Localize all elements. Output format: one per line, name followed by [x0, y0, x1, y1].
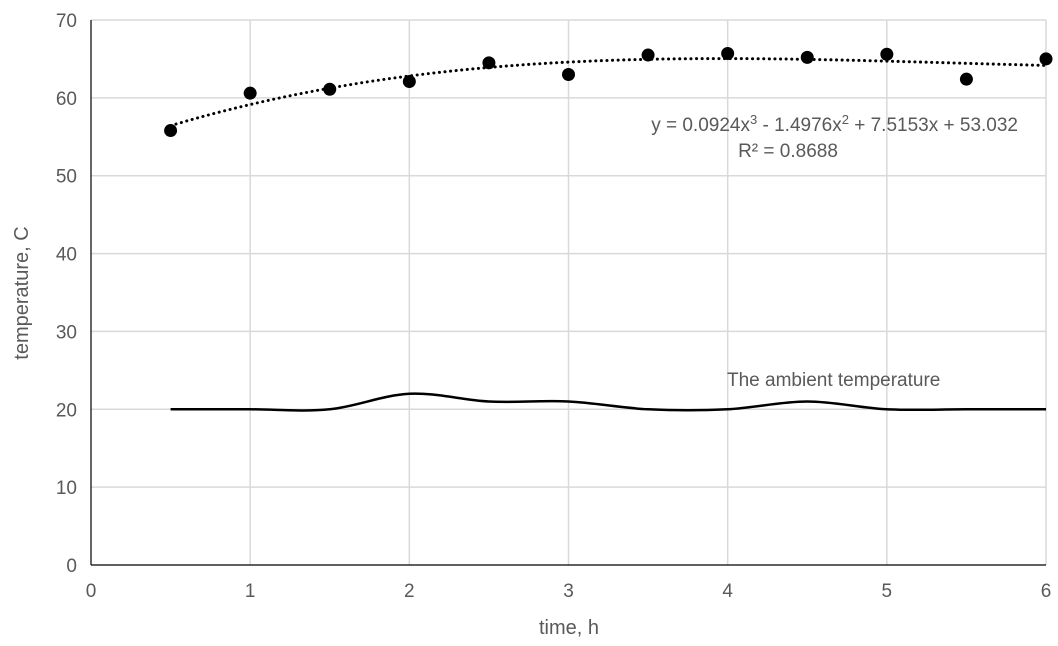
data-point	[721, 46, 735, 60]
scatter-series	[164, 46, 1053, 138]
data-point	[1039, 52, 1053, 66]
y-axis-title: temperature, C	[11, 226, 33, 359]
data-point	[959, 72, 973, 86]
x-tick-label: 4	[722, 581, 733, 602]
y-tick-label: 60	[56, 89, 77, 110]
x-axis-title: time, h	[539, 617, 599, 639]
x-tick-label: 3	[563, 581, 574, 602]
data-point	[880, 47, 894, 61]
data-point	[243, 86, 257, 100]
ambient-temperature-line	[170, 392, 1046, 412]
x-tick-label: 2	[404, 581, 415, 602]
x-tick-label: 1	[245, 581, 256, 602]
data-point	[641, 48, 655, 62]
data-point	[402, 75, 416, 89]
data-point	[164, 124, 178, 138]
y-tick-label: 20	[56, 400, 77, 421]
x-tick-label: 5	[882, 581, 893, 602]
y-tick-label: 40	[56, 245, 77, 266]
polynomial-trendline	[169, 57, 1048, 128]
axes	[90, 20, 1046, 566]
data-point	[323, 82, 337, 96]
y-tick-label: 50	[56, 167, 77, 188]
x-tick-label: 0	[86, 581, 97, 602]
y-tick-label: 10	[56, 478, 77, 499]
x-tick-label: 6	[1041, 581, 1052, 602]
y-tick-label: 0	[66, 556, 77, 577]
trendline-r-squared: R² = 0.8688	[738, 141, 838, 162]
data-point	[482, 56, 496, 70]
data-point	[800, 50, 814, 64]
gridlines	[91, 19, 1047, 565]
ambient-series	[170, 392, 1046, 412]
trendline-equation: y = 0.0924x3 - 1.4976x2 + 7.5153x + 53.0…	[651, 112, 1018, 136]
ambient-temperature-label: The ambient temperature	[727, 370, 940, 391]
data-point	[562, 68, 575, 81]
y-tick-label: 30	[56, 322, 77, 343]
y-tick-label: 70	[56, 11, 77, 32]
trendline-layer	[169, 57, 1048, 128]
